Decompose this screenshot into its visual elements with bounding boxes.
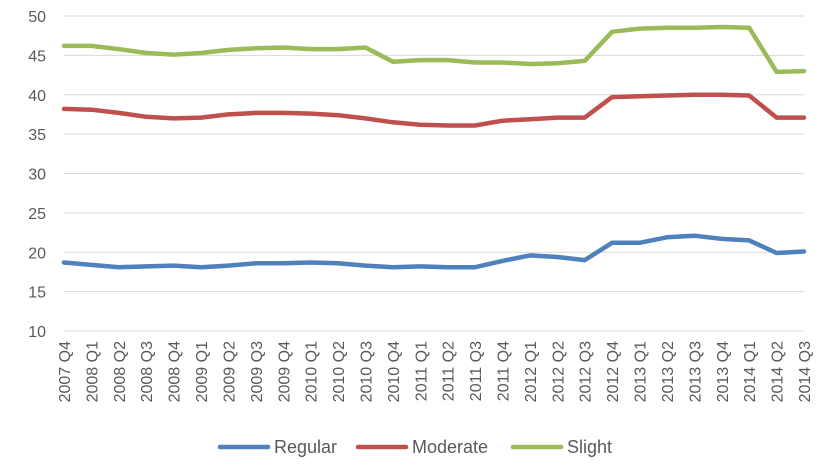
legend-label-slight: Slight	[567, 437, 612, 457]
gridlines	[64, 15, 804, 332]
x-tick-label: 2012 Q2	[550, 341, 567, 402]
x-tick-label: 2008 Q2	[112, 341, 129, 402]
x-tick-label: 2013 Q1	[633, 341, 650, 402]
legend-label-regular: Regular	[274, 437, 337, 457]
x-tick-label: 2009 Q3	[249, 341, 266, 402]
x-tick-label: 2008 Q3	[139, 341, 156, 402]
y-tick-label: 35	[28, 127, 46, 144]
x-tick-label: 2008 Q1	[84, 341, 101, 402]
x-tick-label: 2012 Q4	[605, 341, 622, 402]
x-tick-label: 2009 Q2	[221, 341, 238, 402]
x-tick-label: 2011 Q2	[441, 341, 458, 401]
y-tick-label: 50	[28, 9, 46, 26]
series-lines	[61, 24, 807, 270]
y-tick-label: 15	[28, 285, 46, 302]
y-tick-label: 30	[28, 167, 46, 184]
x-tick-label: 2010 Q2	[331, 341, 348, 402]
series-line-slight	[61, 24, 807, 75]
series-line-moderate	[61, 92, 807, 128]
x-tick-label: 2011 Q3	[468, 341, 485, 401]
y-tick-label: 20	[28, 245, 46, 262]
series-line-regular	[61, 233, 807, 270]
y-tick-label: 10	[28, 324, 46, 341]
x-tick-label: 2008 Q4	[167, 341, 184, 402]
x-tick-label: 2009 Q1	[194, 341, 211, 402]
x-tick-label: 2011 Q4	[496, 341, 513, 401]
x-tick-label: 2013 Q3	[687, 341, 704, 402]
x-tick-label: 2007 Q4	[57, 341, 74, 402]
x-tick-label: 2012 Q3	[578, 341, 595, 402]
y-tick-label: 45	[28, 48, 46, 65]
x-tick-label: 2010 Q3	[358, 341, 375, 402]
x-tick-label: 2014 Q3	[797, 341, 814, 402]
legend-label-moderate: Moderate	[412, 437, 488, 457]
x-tick-label: 2014 Q2	[770, 341, 787, 402]
x-tick-label: 2013 Q4	[715, 341, 732, 402]
legend: Regular Moderate Slight	[217, 437, 612, 457]
x-tick-label: 2011 Q1	[413, 341, 430, 401]
x-tick-label: 2010 Q4	[386, 341, 403, 402]
y-tick-label: 25	[28, 206, 46, 223]
y-axis-ticks: 10 15 20 25 30 35 40 45 50	[28, 9, 46, 341]
y-tick-label: 40	[28, 88, 46, 105]
x-tick-label: 2012 Q1	[523, 341, 540, 402]
x-tick-label: 2010 Q1	[304, 341, 321, 402]
x-tick-label: 2009 Q4	[276, 341, 293, 402]
x-tick-label: 2014 Q1	[742, 341, 759, 402]
x-axis-ticks: 2007 Q4 2008 Q1 2008 Q2 2008 Q3 2008 Q4 2009 …	[57, 341, 814, 402]
x-tick-label: 2013 Q2	[660, 341, 677, 402]
